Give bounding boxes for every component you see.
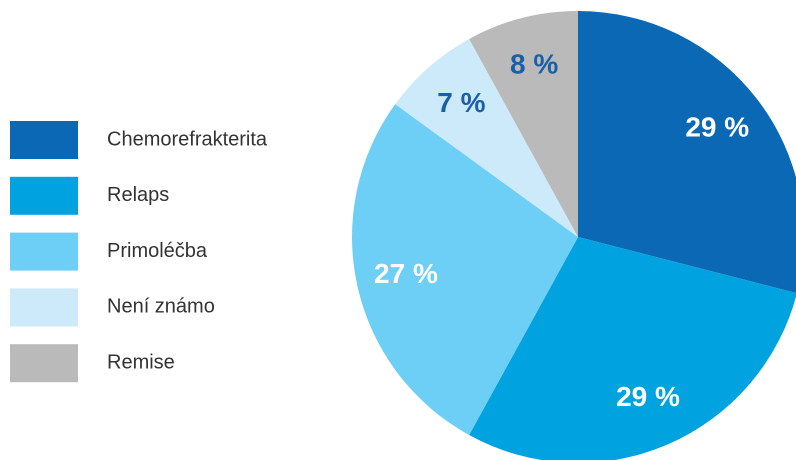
- pie-slice: [395, 38, 578, 238]
- legend-swatch: [10, 232, 78, 271]
- pie-slice: [469, 11, 578, 237]
- value-label: 27 %: [374, 258, 438, 289]
- legend-swatch: [10, 121, 78, 159]
- legend-swatch: [10, 176, 78, 215]
- legend-label: Chemorefrakterita: [107, 128, 268, 150]
- value-label: 29 %: [685, 111, 749, 142]
- value-label: 7 %: [437, 87, 485, 118]
- value-label: 8 %: [510, 49, 558, 80]
- legend-swatch: [10, 288, 78, 327]
- legend-swatch: [10, 344, 78, 383]
- value-label: 29 %: [616, 381, 680, 412]
- pie-slice: [578, 11, 796, 293]
- legend-label: Není známo: [107, 296, 215, 318]
- legend-label: Primoléčba: [107, 240, 208, 262]
- legend-label: Remise: [107, 351, 175, 373]
- pie-slice: [469, 237, 796, 460]
- legend-label: Relaps: [107, 184, 169, 206]
- pie-slice: [352, 104, 578, 436]
